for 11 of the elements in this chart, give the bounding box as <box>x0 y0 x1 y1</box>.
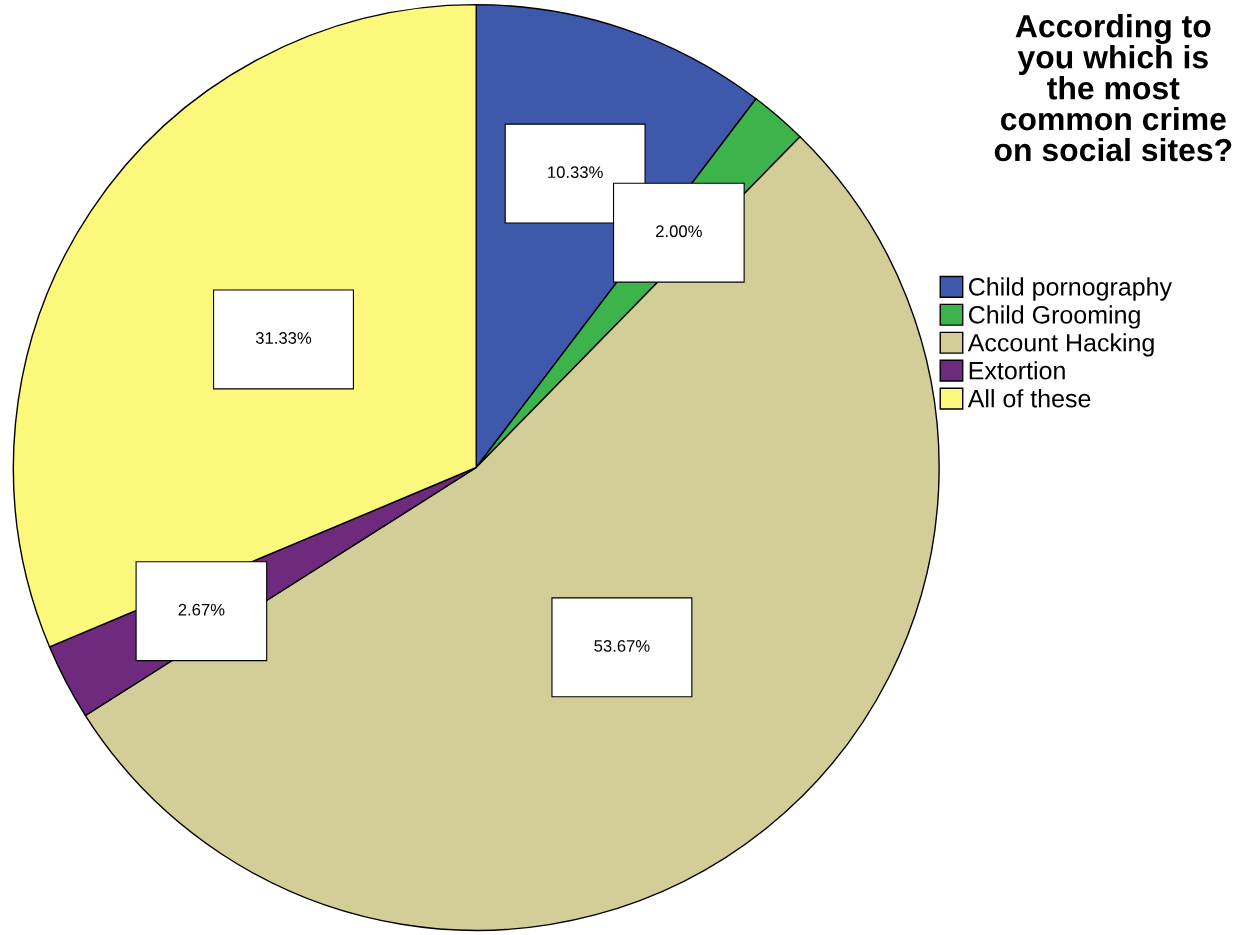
data-label: 2.00% <box>656 225 702 238</box>
legend-label: Extortion <box>969 361 1065 380</box>
legend-label: Child pornography <box>968 277 1172 301</box>
legend-label: All of these <box>967 389 1091 408</box>
data-label: 10.33% <box>548 166 603 179</box>
legend-title: According to you which is the most common crime on social sites? <box>994 14 1232 162</box>
data-label: 31.33% <box>255 332 312 344</box>
legend-label: Child Grooming <box>968 305 1140 329</box>
legend-label: Account Hacking <box>967 333 1154 357</box>
data-label: 53.67% <box>594 640 650 652</box>
data-label: 2.67% <box>178 603 225 616</box>
